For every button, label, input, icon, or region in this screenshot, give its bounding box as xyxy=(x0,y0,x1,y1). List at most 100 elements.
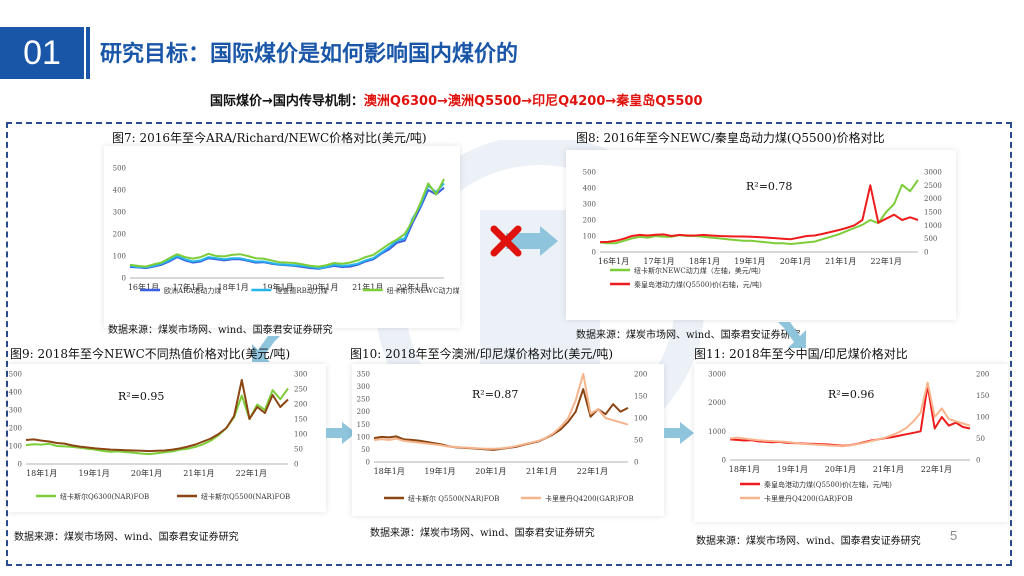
legend-label-0: 纽卡斯尔 Q5500(NAR)FOB xyxy=(408,494,499,503)
x-tick-label: 20年1月 xyxy=(780,256,811,266)
page-number: 5 xyxy=(950,528,958,543)
y2-tick-label: 50 xyxy=(294,446,303,454)
y-tick-label: 0 xyxy=(592,249,596,257)
y2-tick-label: 50 xyxy=(634,437,643,445)
x-tick-label: 17年1月 xyxy=(643,256,674,266)
y-tick-label: 50 xyxy=(361,446,370,454)
r-squared-label: R²=0.87 xyxy=(472,388,518,401)
y2-tick-label: 250 xyxy=(294,386,307,394)
fig11-title: 图11: 2018年至今中国/印尼煤价格对比 xyxy=(694,347,908,361)
x-tick-label: 19年1月 xyxy=(734,256,765,266)
y-tick-label: 100 xyxy=(9,443,22,451)
x-tick-label: 20年1月 xyxy=(131,468,162,478)
x-tick-label: 21年1月 xyxy=(352,282,383,292)
fig10-source: 数据来源：煤炭市场网、wind、国泰君安证券研究 xyxy=(370,528,595,539)
y-tick-label: 200 xyxy=(357,408,370,416)
y-tick-label: 0 xyxy=(366,459,370,467)
x-tick-label: 16年1月 xyxy=(128,282,159,292)
fig7-chart: 0 100 200 300 400 500 16年1月 17年1月 18年1月 19年1月 20年1… xyxy=(113,165,460,296)
y2-tick-label: 150 xyxy=(294,416,307,424)
y-tick-label: 400 xyxy=(113,187,126,195)
y-tick-label: 300 xyxy=(583,201,596,209)
y-tick-label: 250 xyxy=(357,396,370,404)
arrow-right-icon xyxy=(506,226,558,256)
y-tick-label: 500 xyxy=(9,371,22,379)
series-line-0 xyxy=(25,387,289,456)
fig7-source: 数据来源：煤炭市场网、wind、国泰君安证券研究 xyxy=(108,325,333,336)
series-line-1 xyxy=(373,373,629,450)
x-tick-label: 22年1月 xyxy=(236,468,267,478)
fig10-panel: 0 50 100 150 200 250 300 350 0 50 100 150 200 18年1月 19… xyxy=(352,364,664,516)
x-tick-label: 19年1月 xyxy=(424,466,455,476)
arrow-right-icon xyxy=(664,422,694,444)
legend-label-1: 卡里曼丹Q4200(GAR)FOB xyxy=(764,494,853,503)
legend-label-0: 纽卡斯尔NEWC动力煤（左轴，美元/吨） xyxy=(634,266,765,275)
y-tick-label: 1000 xyxy=(708,428,726,436)
y2-tick-label: 1000 xyxy=(924,222,942,230)
legend-label-1: 理查德RB动力煤 xyxy=(275,286,327,295)
y2-tick-label: 100 xyxy=(634,415,647,423)
x-tick-label: 19年1月 xyxy=(78,468,109,478)
r-squared-label: R²=0.95 xyxy=(118,390,164,403)
slide-number: 01 xyxy=(23,33,61,72)
y2-tick-label: 0 xyxy=(294,461,298,469)
y2-tick-label: 100 xyxy=(976,414,989,422)
y-tick-label: 0 xyxy=(722,457,726,465)
x-tick-label: 22年1月 xyxy=(871,256,902,266)
y2-tick-label: 50 xyxy=(976,435,985,443)
y2-tick-label: 0 xyxy=(634,459,638,467)
y2-tick-label: 3000 xyxy=(924,169,942,177)
x-tick-label: 22年1月 xyxy=(577,466,608,476)
y-tick-label: 500 xyxy=(113,165,126,173)
fig11-chart: 0 1000 2000 3000 0 50 100 150 200 18年1月 19年1月 20年1月… xyxy=(708,371,989,504)
y-tick-label: 350 xyxy=(357,371,370,379)
legend-label-0: 欧洲ARA港动力煤 xyxy=(164,286,221,295)
x-tick-label: 20年1月 xyxy=(475,466,506,476)
y2-tick-label: 200 xyxy=(294,401,307,409)
y-tick-label: 400 xyxy=(9,389,22,397)
fig11-panel: 0 1000 2000 3000 0 50 100 150 200 18年1月 19年1月 20年1月… xyxy=(694,364,1008,522)
y-tick-label: 2000 xyxy=(708,399,726,407)
content-frame xyxy=(6,122,1012,566)
y-tick-label: 100 xyxy=(583,233,596,241)
x-tick-label: 21年1月 xyxy=(526,466,557,476)
fig8-source: 数据来源：煤炭市场网、wind、国泰君安证券研究 xyxy=(576,330,801,341)
fig9-source: 数据来源：煤炭市场网、wind、国泰君安证券研究 xyxy=(14,532,239,543)
legend-label-2: 纽卡斯尔NEWC动力煤 xyxy=(387,286,460,295)
red-cross-icon xyxy=(490,225,522,257)
series-line-1 xyxy=(25,379,289,453)
legend-label-0: 纽卡斯尔Q6300(NAR)FOB xyxy=(60,492,149,501)
y-tick-label: 200 xyxy=(9,425,22,433)
x-tick-label: 19年1月 xyxy=(262,282,293,292)
x-tick-label: 21年1月 xyxy=(183,468,214,478)
series-line-1 xyxy=(599,184,919,244)
y-tick-label: 0 xyxy=(122,275,126,283)
y-tick-label: 300 xyxy=(113,209,126,217)
y2-tick-label: 150 xyxy=(976,392,989,400)
series-line-1 xyxy=(729,381,971,448)
x-tick-label: 16年1月 xyxy=(598,256,629,266)
series-line-2 xyxy=(129,178,445,268)
x-tick-label: 18年1月 xyxy=(26,468,57,478)
fig9-panel: 0 100 200 300 400 500 0 50 100 150 200 250 300 18年1月 1… xyxy=(8,364,326,512)
fig10-title: 图10: 2018年至今澳洲/印尼煤价格对比(美元/吨) xyxy=(350,347,614,361)
fig8-chart: 0 100 200 300 400 500 0 500 1000 1500 2000 2500 3000… xyxy=(583,169,942,290)
y2-tick-label: 300 xyxy=(294,371,307,379)
y2-tick-label: 0 xyxy=(924,249,928,257)
x-tick-label: 18年1月 xyxy=(374,466,405,476)
r-squared-label: R²=0.78 xyxy=(746,180,792,193)
y2-tick-label: 2500 xyxy=(924,182,942,190)
y2-tick-label: 2000 xyxy=(924,195,942,203)
y-tick-label: 100 xyxy=(113,253,126,261)
y-tick-label: 3000 xyxy=(708,371,726,379)
subtitle-prefix: 国际煤价→国内传导机制： xyxy=(210,94,364,109)
arrow-down-icon xyxy=(778,322,806,348)
x-tick-label: 21年1月 xyxy=(873,464,904,474)
y-tick-label: 300 xyxy=(357,383,370,391)
transmission-subtitle: 国际煤价→国内传导机制：澳洲Q6300→澳洲Q5500→印尼Q4200→秦皇岛Q… xyxy=(210,90,703,109)
slide-number-box: 01 xyxy=(0,27,84,79)
y2-tick-label: 200 xyxy=(976,371,989,379)
x-tick-label: 18年1月 xyxy=(689,256,720,266)
x-tick-label: 21年1月 xyxy=(825,256,856,266)
x-tick-label: 22年1月 xyxy=(397,282,428,292)
